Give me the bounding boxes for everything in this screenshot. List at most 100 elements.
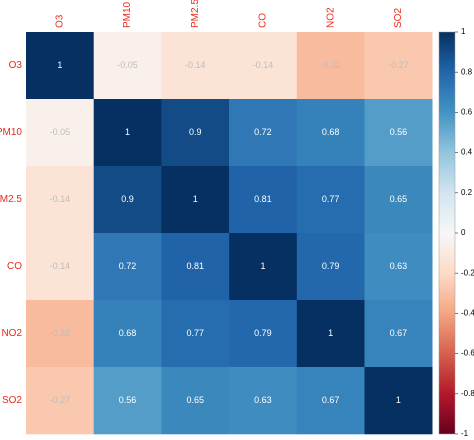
cell-value-label: -0.27 — [388, 60, 409, 70]
heatmap-cell-PM2.5-CO — [229, 166, 298, 234]
column-labels: O3 PM10 PM2.5 CO NO2 SO2 — [54, 0, 404, 28]
heatmap-cell-CO-PM2.5 — [161, 233, 230, 301]
row-label-O3: O3 — [9, 60, 23, 71]
cell-value-label: -0.14 — [50, 194, 71, 204]
colorbar-tick-label: 0 — [461, 228, 466, 237]
heatmap-cell-O3-NO2 — [296, 32, 365, 100]
colorbar-tick-label: 0.6 — [461, 108, 473, 117]
column-label-NO2: NO2 — [325, 7, 336, 28]
cell-value-label: 1 — [260, 261, 265, 271]
row-label-NO2: NO2 — [1, 328, 22, 339]
heatmap-cells: 1 -0.05 -0.14 -0.14 -0.32 -0.27 -0.05 1 0.9 0.72 0… — [26, 32, 433, 435]
cell-value-label: 1 — [125, 127, 130, 137]
heatmap-cell-PM10-SO2 — [364, 99, 433, 167]
cell-value-label: 0.79 — [322, 261, 340, 271]
cell-value-label: 0.63 — [254, 395, 272, 405]
cell-value-label: -0.32 — [320, 60, 341, 70]
heatmap-cell-PM2.5-SO2 — [364, 166, 433, 234]
cell-value-label: -0.27 — [50, 395, 71, 405]
heatmap-cell-CO-O3 — [26, 233, 94, 301]
colorbar-tick-label: -0.4 — [461, 309, 474, 318]
cell-value-label: -0.14 — [185, 60, 206, 70]
heatmap-cell-SO2-PM10 — [93, 367, 162, 435]
row-label-SO2: SO2 — [2, 395, 22, 406]
heatmap-cell-SO2-CO — [229, 367, 298, 435]
cell-value-label: 0.9 — [121, 194, 134, 204]
cell-value-label: 0.65 — [390, 194, 408, 204]
heatmap-cell-O3-SO2 — [364, 32, 433, 100]
colorbar-tick-label: -1 — [461, 429, 469, 438]
cell-value-label: 0.77 — [186, 328, 204, 338]
row-label-PM2.5: PM2.5 — [0, 194, 22, 205]
heatmap-cell-PM2.5-PM10 — [93, 166, 162, 234]
heatmap-cell-PM10-NO2 — [296, 99, 365, 167]
colorbar-tick-label: 0.2 — [461, 188, 473, 197]
heatmap-cell-SO2-PM2.5 — [161, 367, 230, 435]
column-label-PM10: PM10 — [122, 1, 133, 28]
column-label-PM2.5: PM2.5 — [190, 0, 201, 28]
row-labels: O3 PM10 PM2.5 CO NO2 SO2 — [0, 60, 22, 406]
cell-value-label: -0.05 — [50, 127, 71, 137]
heatmap-cell-NO2-PM2.5 — [161, 300, 230, 368]
cell-value-label: 0.56 — [119, 395, 137, 405]
cell-value-label: 0.68 — [322, 127, 340, 137]
heatmap-cell-CO-SO2 — [364, 233, 433, 301]
cell-value-label: 0.79 — [254, 328, 272, 338]
cell-value-label: 0.67 — [390, 328, 408, 338]
heatmap-cell-NO2-PM10 — [93, 300, 162, 368]
cell-value-label: 0.9 — [189, 127, 202, 137]
row-label-PM10: PM10 — [0, 127, 22, 138]
heatmap-cell-O3-PM2.5 — [161, 32, 230, 100]
cell-value-label: -0.14 — [253, 60, 274, 70]
heatmap-cell-PM2.5-O3 — [26, 166, 94, 234]
heatmap-cell-NO2-SO2 — [364, 300, 433, 368]
cell-value-label: 0.77 — [322, 194, 340, 204]
heatmap-cell-PM2.5-PM2.5 — [161, 166, 230, 234]
heatmap-cell-O3-PM10 — [93, 32, 162, 100]
cell-value-label: 0.72 — [254, 127, 272, 137]
cell-value-label: 0.81 — [186, 261, 204, 271]
row-label-CO: CO — [7, 261, 22, 272]
cell-value-label: 0.72 — [119, 261, 137, 271]
heatmap-cell-SO2-NO2 — [296, 367, 365, 435]
heatmap-cell-CO-PM10 — [93, 233, 162, 301]
heatmap-cell-PM2.5-NO2 — [296, 166, 365, 234]
heatmap-cell-NO2-CO — [229, 300, 298, 368]
cell-value-label: -0.14 — [50, 261, 71, 271]
cell-value-label: 0.63 — [390, 261, 408, 271]
heatmap-cell-O3-CO — [229, 32, 298, 100]
heatmap-cell-O3-O3 — [26, 32, 94, 100]
colorbar-tick-label: 0.4 — [461, 148, 473, 157]
heatmap-cell-SO2-O3 — [26, 367, 94, 435]
cell-value-label: 1 — [328, 328, 333, 338]
cell-value-label: 0.56 — [390, 127, 408, 137]
heatmap-cell-NO2-O3 — [26, 300, 94, 368]
cell-value-label: 1 — [57, 60, 62, 70]
cell-value-label: 1 — [396, 395, 401, 405]
cell-value-label: 0.81 — [254, 194, 272, 204]
colorbar — [438, 31, 456, 435]
cell-value-label: 1 — [193, 194, 198, 204]
cell-value-label: -0.32 — [50, 328, 71, 338]
heatmap-cell-PM10-PM2.5 — [161, 99, 230, 167]
colorbar-tick-label: -0.6 — [461, 349, 474, 358]
column-label-CO: CO — [258, 13, 269, 28]
heatmap-cell-CO-CO — [229, 233, 298, 301]
heatmap-cell-PM10-PM10 — [93, 99, 162, 167]
colorbar-tick-label: 0.8 — [461, 67, 473, 76]
colorbar-tick-label: -0.8 — [461, 389, 474, 398]
colorbar-ticks: 1 0.8 0.6 0.4 0.2 0 -0.2 -0.4 -0.6 -0.8 -1 — [455, 27, 474, 438]
cell-value-label: 0.68 — [119, 328, 137, 338]
heatmap-cell-PM10-O3 — [26, 99, 94, 167]
heatmap-cell-NO2-NO2 — [296, 300, 365, 368]
heatmap-cell-CO-NO2 — [296, 233, 365, 301]
cell-value-label: -0.05 — [117, 60, 138, 70]
column-label-O3: O3 — [54, 14, 65, 28]
colorbar-gradient — [438, 31, 456, 435]
heatmap-cell-PM10-CO — [229, 99, 298, 167]
colorbar-tick-label: -0.2 — [461, 268, 474, 277]
cell-value-label: 0.65 — [186, 395, 204, 405]
colorbar-tick-label: 1 — [461, 27, 466, 36]
cell-value-label: 0.67 — [322, 395, 340, 405]
